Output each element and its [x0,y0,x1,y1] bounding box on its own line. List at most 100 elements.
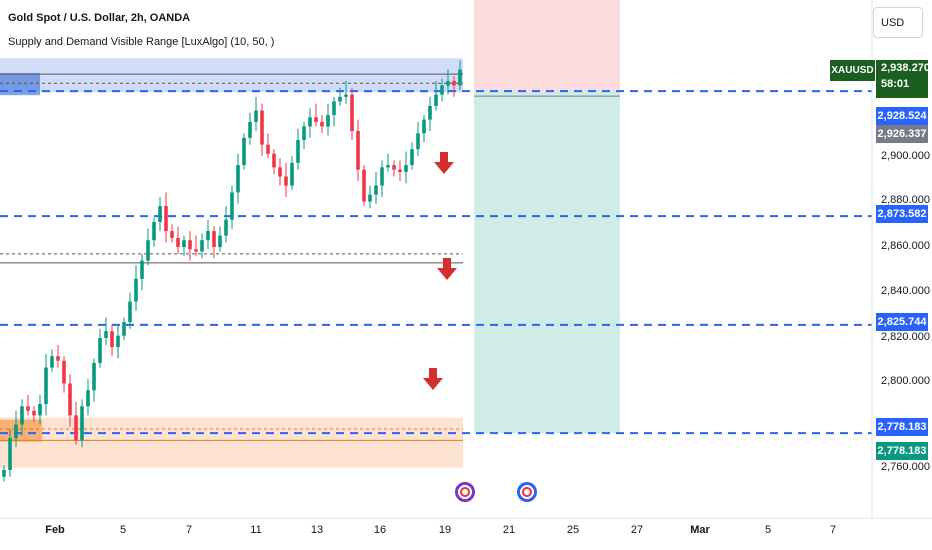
marker-layer [423,152,457,390]
candle-body [170,231,174,238]
down-arrow-icon [434,152,454,174]
candle-body [356,130,360,170]
candle-body [434,94,438,106]
demand-zone [0,417,463,468]
candle-body [140,260,144,279]
candle-body [206,231,210,241]
candle-body [110,331,114,348]
candle-body [332,101,336,116]
candle-body [428,105,432,120]
candle-body [242,137,246,166]
stop-loss-zone [474,0,620,92]
price-label-level-2: 2,926.337 [876,125,928,143]
candle-body [302,126,306,141]
x-tick: 5 [119,524,127,536]
y-tick: 2,840.000 [881,285,930,297]
candle-body [80,406,84,441]
candle-body [92,363,96,391]
candle-body [158,206,162,222]
x-tick: 16 [373,524,387,536]
candle-body [314,117,318,122]
x-tick: 25 [566,524,580,536]
candle-body [164,206,168,232]
candle-body [26,406,30,411]
down-arrow-icon [423,368,443,390]
us-flag-event-icon[interactable] [455,482,475,502]
y-tick: 2,860.000 [881,240,930,252]
candle-body [116,335,120,348]
candle-body [86,390,90,407]
supply-zone [0,58,463,93]
candle-body [416,133,420,150]
indicator-label[interactable]: Supply and Demand Visible Range [LuxAlgo… [8,36,275,48]
candle-body [326,115,330,127]
chart-title: Gold Spot / U.S. Dollar, 2h, OANDA [8,12,191,24]
price-label-level-1: 2,928.524 [876,107,928,125]
candle-body [188,240,192,250]
candle-body [386,165,390,168]
candle-body [50,356,54,368]
candle-body [278,167,282,177]
last-price-box: 2,938.270 58:01 [876,60,930,98]
x-tick: 13 [310,524,324,536]
candle-body [56,356,60,361]
candle-body [398,169,402,172]
y-tick: 2,820.000 [881,331,930,343]
candle-body [62,360,66,384]
x-tick: 19 [438,524,452,536]
candle-body [446,80,450,86]
candle-body [284,176,288,186]
candle-body [362,169,366,202]
us-flag-event-icon[interactable] [517,482,537,502]
candle-body [44,367,48,404]
y-tick: 2,760.000 [881,461,930,473]
candle-body [260,110,264,145]
candle-body [230,192,234,220]
price-label-level-6: 2,778.183 [876,442,928,460]
candle-body [38,403,42,416]
candle-body [368,194,372,202]
candle-body [440,85,444,95]
y-tick: 2,900.000 [881,150,930,162]
candle-body [374,185,378,195]
candle-body [14,424,18,439]
candle-body [236,165,240,193]
x-tick: 5 [764,524,772,536]
candle-body [176,237,180,247]
x-tick: 21 [502,524,516,536]
candle-body [182,240,186,247]
candle-body [380,167,384,186]
x-tick: 7 [185,524,193,536]
candle-body [266,144,270,154]
bar-countdown: 58:01 [881,78,910,90]
candle-body [338,96,342,102]
zone-layer [0,0,620,468]
candle-body [224,219,228,236]
supply-volume-profile [0,73,40,96]
currency-button[interactable]: USD [873,7,923,38]
candle-body [2,469,6,477]
last-price: 2,938.270 [881,62,930,74]
candle-body [248,121,252,138]
candle-body [104,331,108,338]
symbol-badge: XAUUSD [830,60,875,81]
candle-body [218,235,222,247]
candle-body [200,240,204,252]
x-tick: 7 [829,524,837,536]
candle-body [98,338,102,364]
candle-body [404,165,408,172]
candle-body [194,249,198,252]
candle-body [290,162,294,186]
x-tick: 27 [630,524,644,536]
candle-body [272,153,276,168]
candle-body [122,322,126,336]
candle-body [296,140,300,163]
candle-body [68,383,72,416]
x-tick: Mar [690,524,710,536]
candle-body [422,119,426,134]
candle-body [410,149,414,166]
candle-body [32,410,36,416]
candle-layer [2,60,462,482]
x-tick: 11 [250,524,262,536]
